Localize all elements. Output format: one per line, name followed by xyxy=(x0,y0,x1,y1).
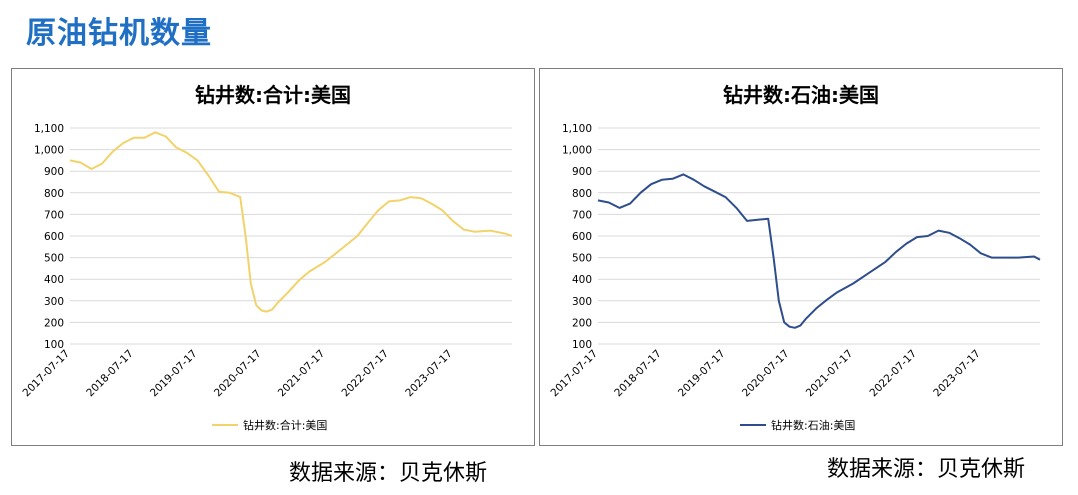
y-tick-label: 100 xyxy=(44,339,64,351)
y-tick-label: 400 xyxy=(44,274,64,286)
x-tick-label: 2021-07-17 xyxy=(804,348,856,400)
data-source-left: 数据来源：贝克休斯 xyxy=(289,461,488,486)
y-tick-label: 1,100 xyxy=(562,123,592,135)
y-tick-label: 1,100 xyxy=(34,123,64,135)
page-title: 原油钻机数量 xyxy=(26,16,212,51)
y-tick-label: 200 xyxy=(44,317,64,329)
series-line xyxy=(597,173,1041,329)
x-tick-label: 2022-07-17 xyxy=(867,348,919,400)
y-tick-label: 900 xyxy=(572,166,592,178)
x-tick-label: 2018-07-17 xyxy=(612,348,664,400)
x-tick-label: 2017-07-17 xyxy=(548,348,600,400)
y-tick-label: 1,000 xyxy=(34,145,64,157)
x-tick-label: 2019-07-17 xyxy=(676,348,728,400)
y-tick-label: 800 xyxy=(44,188,64,200)
y-tick-label: 1,000 xyxy=(562,145,592,157)
y-tick-label: 500 xyxy=(44,253,64,265)
y-tick-label: 800 xyxy=(572,188,592,200)
y-tick-label: 100 xyxy=(572,339,592,351)
chart-title: 钻井数:合计:美国 xyxy=(195,83,351,107)
x-tick-label: 2019-07-17 xyxy=(148,348,200,400)
x-tick-label: 2022-07-17 xyxy=(339,348,391,400)
y-tick-label: 300 xyxy=(44,296,64,308)
y-tick-label: 900 xyxy=(44,166,64,178)
x-tick-label: 2020-07-17 xyxy=(212,348,264,400)
legend-label: 钻井数:合计:美国 xyxy=(243,418,327,432)
legend-label: 钻井数:石油:美国 xyxy=(771,418,855,432)
series-line xyxy=(69,131,513,313)
chart-panel-oil: 钻井数:石油:美国 1,100 1,000 900 800 700 600 500 400 300… xyxy=(539,68,1063,446)
y-tick-label: 600 xyxy=(572,231,592,243)
y-tick-label: 400 xyxy=(572,274,592,286)
x-tick-label: 2020-07-17 xyxy=(740,348,792,400)
y-tick-label: 300 xyxy=(572,296,592,308)
y-tick-label: 200 xyxy=(572,317,592,329)
data-source-right: 数据来源：贝克休斯 xyxy=(827,457,1026,482)
x-tick-label: 2023-07-17 xyxy=(931,348,983,400)
x-tick-label: 2023-07-17 xyxy=(403,348,455,400)
y-tick-label: 700 xyxy=(44,209,64,221)
x-tick-label: 2017-07-17 xyxy=(20,348,72,400)
x-tick-label: 2021-07-17 xyxy=(276,348,328,400)
y-tick-label: 700 xyxy=(572,209,592,221)
chart-total-rigs: 钻井数:合计:美国 1,100 1,000 900 800 700 600 500 400 300… xyxy=(20,83,513,432)
chart-title: 钻井数:石油:美国 xyxy=(723,83,879,107)
y-tick-label: 500 xyxy=(572,253,592,265)
y-tick-label: 600 xyxy=(44,231,64,243)
chart-oil-rigs: 钻井数:石油:美国 1,100 1,000 900 800 700 600 500 400 300… xyxy=(548,83,1041,432)
x-tick-label: 2018-07-17 xyxy=(84,348,136,400)
chart-panel-total: 钻井数:合计:美国 1,100 1,000 900 800 700 600 500 400 300… xyxy=(11,68,535,446)
